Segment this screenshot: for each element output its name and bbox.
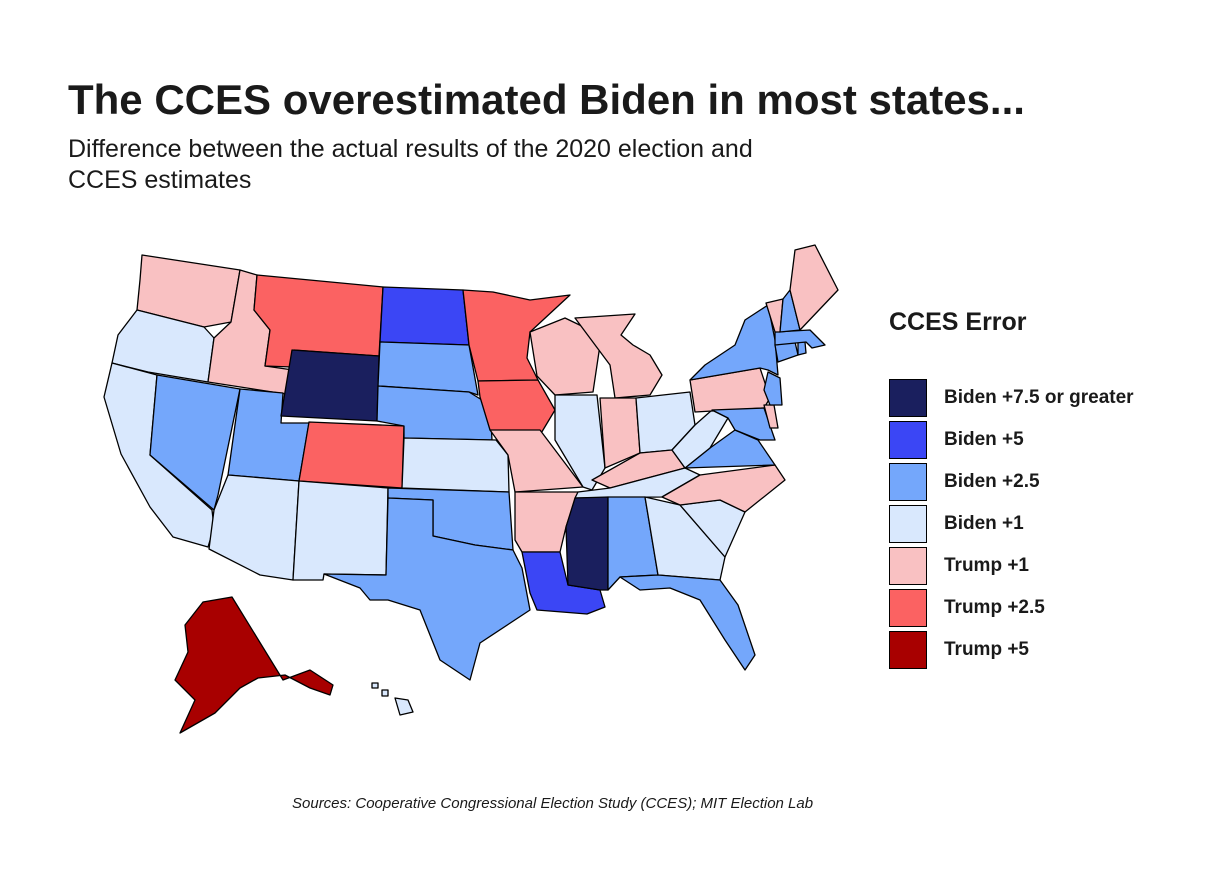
legend: Biden +7.5 or greater Biden +5 Biden +2.… <box>889 377 1134 671</box>
chart-subtitle: Difference between the actual results of… <box>68 135 753 194</box>
state-az <box>208 474 300 581</box>
state-nj <box>763 371 783 406</box>
state-hi <box>371 682 414 716</box>
source-caption: Sources: Cooperative Congressional Elect… <box>292 795 814 812</box>
state-ny <box>689 304 779 381</box>
state-mn <box>462 289 571 382</box>
state-nc <box>661 464 786 513</box>
legend-title: CCES Error <box>889 308 1027 336</box>
state-ks <box>401 437 510 493</box>
state-nd <box>379 286 470 346</box>
legend-item: Biden +1 <box>889 503 1134 545</box>
legend-item: Biden +5 <box>889 419 1134 461</box>
state-fl <box>619 574 756 671</box>
legend-item: Trump +5 <box>889 629 1134 671</box>
legend-item: Trump +2.5 <box>889 587 1134 629</box>
state-tx <box>323 497 531 681</box>
state-or <box>111 309 215 383</box>
state-mo <box>489 429 584 493</box>
state-ak <box>174 596 334 734</box>
state-ma <box>774 329 826 349</box>
legend-label: Biden +5 <box>944 429 1024 450</box>
state-co <box>298 421 405 489</box>
state-me <box>789 244 839 331</box>
legend-label: Biden +7.5 or greater <box>944 387 1134 408</box>
legend-swatch <box>889 379 927 417</box>
legend-label: Trump +5 <box>944 639 1029 660</box>
legend-swatch <box>889 547 927 585</box>
state-mi <box>574 313 663 399</box>
legend-label: Biden +2.5 <box>944 471 1040 492</box>
legend-swatch <box>889 463 927 501</box>
state-ms <box>565 496 609 591</box>
chart-title: The CCES overestimated Biden in most sta… <box>68 76 1025 123</box>
state-ia <box>477 379 556 436</box>
legend-swatch <box>889 505 927 543</box>
legend-label: Trump +1 <box>944 555 1029 576</box>
legend-label: Trump +2.5 <box>944 597 1045 618</box>
legend-item: Biden +7.5 or greater <box>889 377 1134 419</box>
legend-item: Biden +2.5 <box>889 461 1134 503</box>
legend-item: Trump +1 <box>889 545 1134 587</box>
legend-label: Biden +1 <box>944 513 1024 534</box>
state-wi <box>529 317 601 396</box>
state-la <box>521 551 606 615</box>
state-wy <box>280 349 380 422</box>
state-sd <box>377 341 479 396</box>
state-ga <box>644 496 726 581</box>
legend-swatch <box>889 589 927 627</box>
state-ri <box>797 341 807 356</box>
legend-swatch <box>889 631 927 669</box>
state-nm <box>292 480 389 581</box>
legend-swatch <box>889 421 927 459</box>
state-nv <box>149 374 241 511</box>
state-md <box>711 407 776 441</box>
